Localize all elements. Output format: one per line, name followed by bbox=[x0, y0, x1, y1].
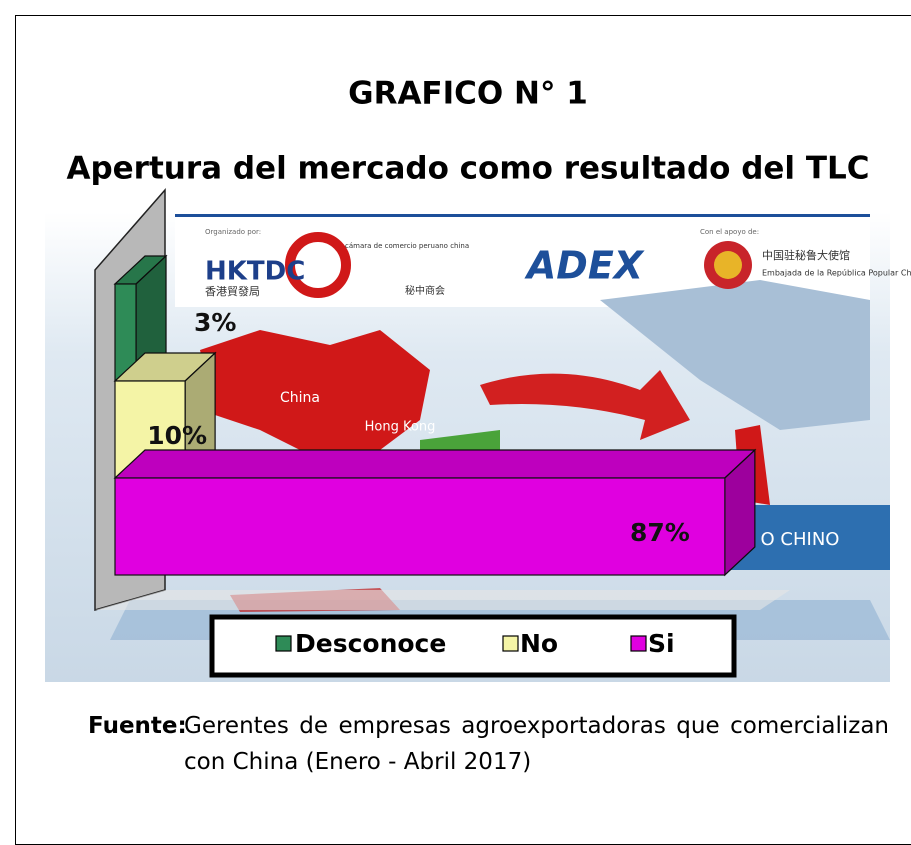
legend-swatch bbox=[630, 635, 647, 652]
bar-front bbox=[114, 477, 726, 576]
bar bbox=[113, 254, 168, 383]
background-text: 秘中商会 bbox=[405, 284, 445, 297]
background-text: HKTDC bbox=[205, 257, 305, 287]
bar bbox=[113, 448, 757, 577]
background-text: ADEX bbox=[524, 244, 645, 288]
background-text: cámara de comercio peruano china bbox=[345, 242, 469, 250]
chart-title: GRAFICO N° 1 bbox=[348, 76, 588, 112]
chart: GRAFICO N° 1 Apertura del mercado como r… bbox=[45, 76, 911, 682]
background-text: 中国驻秘鲁大使馆 bbox=[762, 248, 850, 262]
background-text: O CHINO bbox=[761, 529, 840, 550]
legend-label: Si bbox=[648, 629, 675, 658]
value-label: 10% bbox=[147, 421, 207, 450]
source-label: Fuente: bbox=[88, 713, 187, 739]
value-label: 3% bbox=[194, 308, 236, 337]
source-text: Gerentes de empresas agroexportadoras qu… bbox=[184, 713, 889, 775]
background-text: Embajada de la República Popular China bbox=[762, 269, 911, 278]
background-text: Hong Kong bbox=[365, 420, 436, 435]
legend-label: Desconoce bbox=[295, 629, 446, 658]
legend-swatch bbox=[275, 635, 292, 652]
background-text: China bbox=[280, 390, 320, 406]
chart-subtitle: Apertura del mercado como resultado del … bbox=[66, 151, 869, 187]
background-text: Organizado por: bbox=[205, 228, 261, 236]
background-text: 香港貿發局 bbox=[205, 284, 260, 298]
value-label: 87% bbox=[630, 518, 690, 547]
legend-label: No bbox=[520, 629, 558, 658]
legend-swatch bbox=[502, 635, 519, 652]
legend-box bbox=[209, 614, 737, 678]
page: GRAFICO N° 1 Apertura del mercado como r… bbox=[15, 15, 911, 845]
background-text: Con el apoyo de: bbox=[700, 228, 759, 236]
background-text: ASOCIACIÓN DE EXPORTADORES bbox=[528, 287, 643, 296]
bar-top bbox=[113, 449, 757, 479]
